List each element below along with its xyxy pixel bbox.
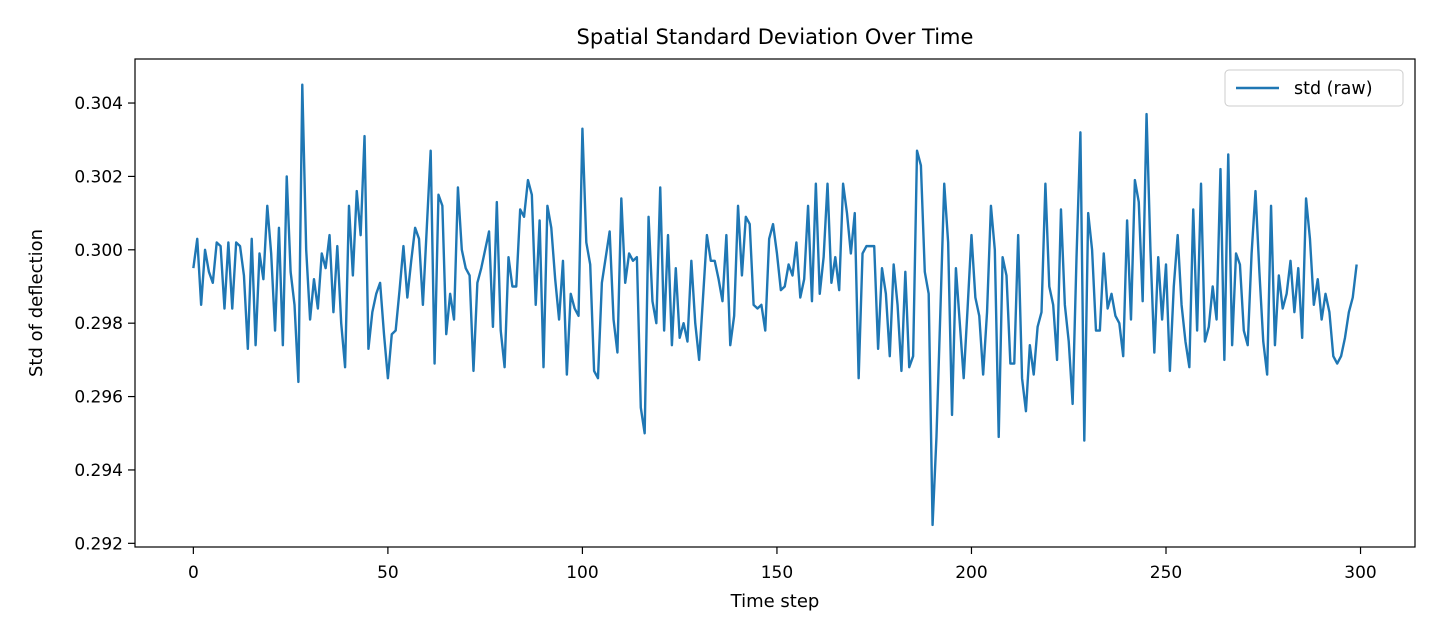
chart-title: Spatial Standard Deviation Over Time [577, 25, 974, 49]
plot-area [134, 58, 1416, 548]
plot-frame [134, 58, 1416, 548]
x-tick-label: 200 [955, 563, 987, 583]
x-tick-label: 100 [566, 563, 598, 583]
x-tick-label: 150 [761, 563, 793, 583]
y-tick-label: 0.298 [74, 314, 123, 334]
x-axis-label: Time step [730, 591, 820, 612]
x-tick-label: 0 [188, 563, 199, 583]
legend: std (raw) [1224, 69, 1404, 107]
series-line-std-raw [192, 83, 1358, 527]
y-tick-label: 0.304 [74, 94, 123, 114]
y-axis-label: Std of deflection [26, 229, 47, 377]
series-layer [192, 83, 1358, 527]
y-tick-label: 0.302 [74, 167, 123, 187]
x-tick-label: 50 [377, 563, 399, 583]
y-axis: 0.292 0.294 0.296 0.298 0.300 0.302 0.304 [74, 94, 135, 554]
legend-box [1224, 69, 1404, 107]
legend-label-std-raw: std (raw) [1294, 79, 1373, 99]
y-tick-label: 0.300 [74, 241, 123, 261]
y-tick-label: 0.294 [74, 461, 123, 481]
x-tick-label: 250 [1150, 563, 1182, 583]
x-axis: 0 50 100 150 200 250 300 [188, 547, 1377, 583]
y-tick-label: 0.296 [74, 388, 123, 408]
y-tick-label: 0.292 [74, 534, 123, 554]
x-tick-label: 300 [1344, 563, 1376, 583]
